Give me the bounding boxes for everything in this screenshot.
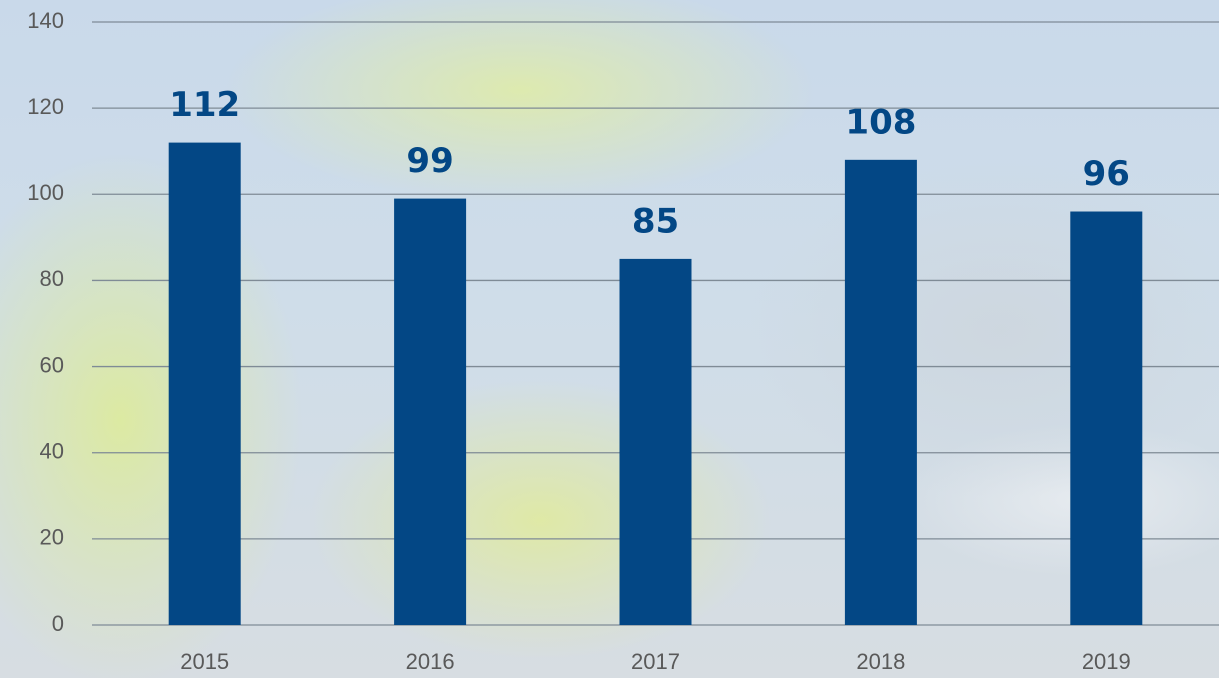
y-tick-label: 120 [27,94,64,119]
y-tick-label: 40 [40,439,64,464]
bar [168,142,241,625]
x-tick-label: 2018 [856,649,905,674]
bar [844,159,917,626]
bar [1070,211,1143,625]
x-tick-label: 2015 [180,649,229,674]
y-tick-label: 100 [27,180,64,205]
y-tick-label: 80 [40,266,64,291]
y-tick-label: 60 [40,352,64,377]
y-tick-label: 20 [40,525,64,550]
bar [619,258,692,625]
x-tick-label: 2017 [631,649,680,674]
data-label: 99 [406,141,453,181]
y-tick-label: 140 [27,8,64,33]
data-label: 85 [632,201,679,241]
bar [394,198,467,626]
x-tick-label: 2019 [1082,649,1131,674]
data-label: 108 [845,102,916,142]
data-label: 96 [1083,154,1130,194]
x-tick-label: 2016 [406,649,455,674]
y-tick-label: 0 [52,611,64,636]
data-label: 112 [169,85,240,125]
